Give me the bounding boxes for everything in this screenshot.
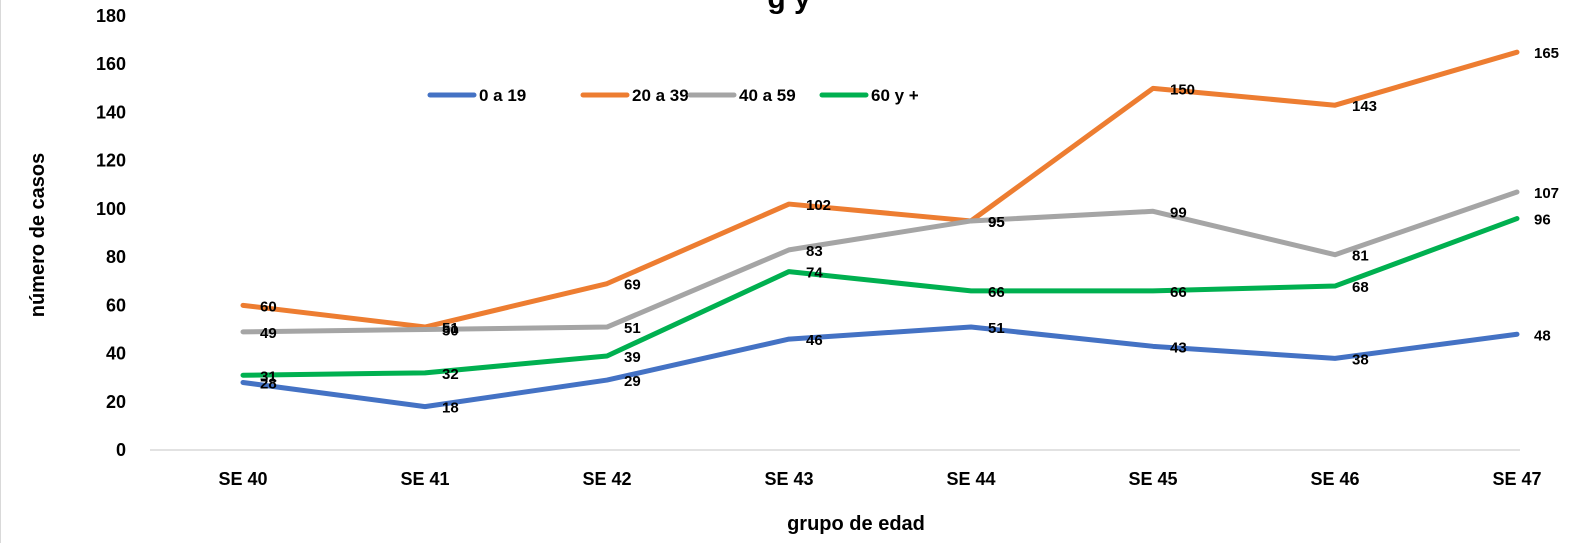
series-line-2 [240, 189, 1520, 335]
y-tick-label-40: 40 [106, 344, 126, 364]
data-label-s0-p1: 18 [442, 400, 459, 417]
y-tick-label-160: 160 [96, 54, 126, 74]
x-tick-label-0: SE 40 [218, 469, 267, 489]
x-tick-label-7: SE 47 [1492, 469, 1541, 489]
data-label-s2-p3: 83 [806, 243, 823, 260]
x-tick-label-1: SE 41 [400, 469, 449, 489]
x-tick-label-2: SE 42 [582, 469, 631, 489]
data-label-s3-p7: 96 [1534, 212, 1551, 229]
data-label-s2-p0: 49 [260, 325, 277, 342]
data-label-s2-p6: 81 [1352, 248, 1369, 265]
legend-label-2: 40 a 59 [739, 86, 796, 105]
data-label-s1-p2: 69 [624, 277, 641, 294]
data-label-s0-p0: 28 [260, 375, 277, 392]
series-line-1 [240, 49, 1520, 330]
y-axis-title: número de casos [27, 153, 49, 318]
x-tick-label-3: SE 43 [764, 469, 813, 489]
y-tick-label-120: 120 [96, 151, 126, 171]
data-label-s3-p4: 66 [988, 284, 1005, 301]
y-tick-label-140: 140 [96, 102, 126, 122]
y-tick-label-180: 180 [96, 6, 126, 26]
data-label-s3-p3: 74 [806, 265, 823, 282]
y-tick-label-0: 0 [116, 440, 126, 460]
y-tick-label-60: 60 [106, 295, 126, 315]
y-tick-label-80: 80 [106, 247, 126, 267]
legend-label-0: 0 a 19 [479, 86, 526, 105]
legend-label-3: 60 y + [871, 86, 919, 105]
data-label-s1-p0: 60 [260, 298, 277, 315]
y-tick-label-100: 100 [96, 199, 126, 219]
data-label-s0-p3: 46 [806, 332, 823, 349]
x-axis-title: grupo de edad [787, 513, 925, 535]
data-label-s1-p6: 143 [1352, 98, 1377, 115]
data-label-s2-p5: 99 [1170, 204, 1187, 221]
data-label-s1-p7: 165 [1534, 45, 1559, 62]
data-label-s2-p7: 107 [1534, 185, 1559, 202]
data-label-s3-p0: 31 [260, 368, 277, 385]
data-label-s2-p1: 50 [442, 322, 459, 339]
data-label-s0-p6: 38 [1352, 351, 1369, 368]
data-label-s2-p4: 95 [988, 214, 1005, 231]
data-label-s0-p7: 48 [1534, 327, 1551, 344]
data-label-s0-p5: 43 [1170, 339, 1187, 356]
legend-label-1: 20 a 39 [632, 86, 689, 105]
data-label-s0-p4: 51 [988, 320, 1005, 337]
data-label-s3-p1: 32 [442, 366, 459, 383]
data-label-s3-p5: 66 [1170, 284, 1187, 301]
y-tick-label-20: 20 [106, 392, 126, 412]
data-label-s3-p6: 68 [1352, 279, 1369, 296]
data-label-s1-p3: 102 [806, 197, 831, 214]
data-label-s2-p2: 51 [624, 320, 641, 337]
chart-title: g y [767, 0, 811, 15]
data-label-s0-p2: 29 [624, 373, 641, 390]
data-label-s1-p4: 95 [988, 214, 1005, 231]
chart-frame-border [0, 0, 1, 543]
x-tick-label-5: SE 45 [1128, 469, 1177, 489]
series-line-0 [240, 324, 1520, 410]
series-line-3 [240, 216, 1520, 378]
x-tick-label-4: SE 44 [946, 469, 995, 489]
data-label-s1-p5: 150 [1170, 81, 1195, 98]
x-tick-label-6: SE 46 [1310, 469, 1359, 489]
data-label-s3-p2: 39 [624, 349, 641, 366]
data-label-s1-p1: 51 [442, 320, 459, 337]
